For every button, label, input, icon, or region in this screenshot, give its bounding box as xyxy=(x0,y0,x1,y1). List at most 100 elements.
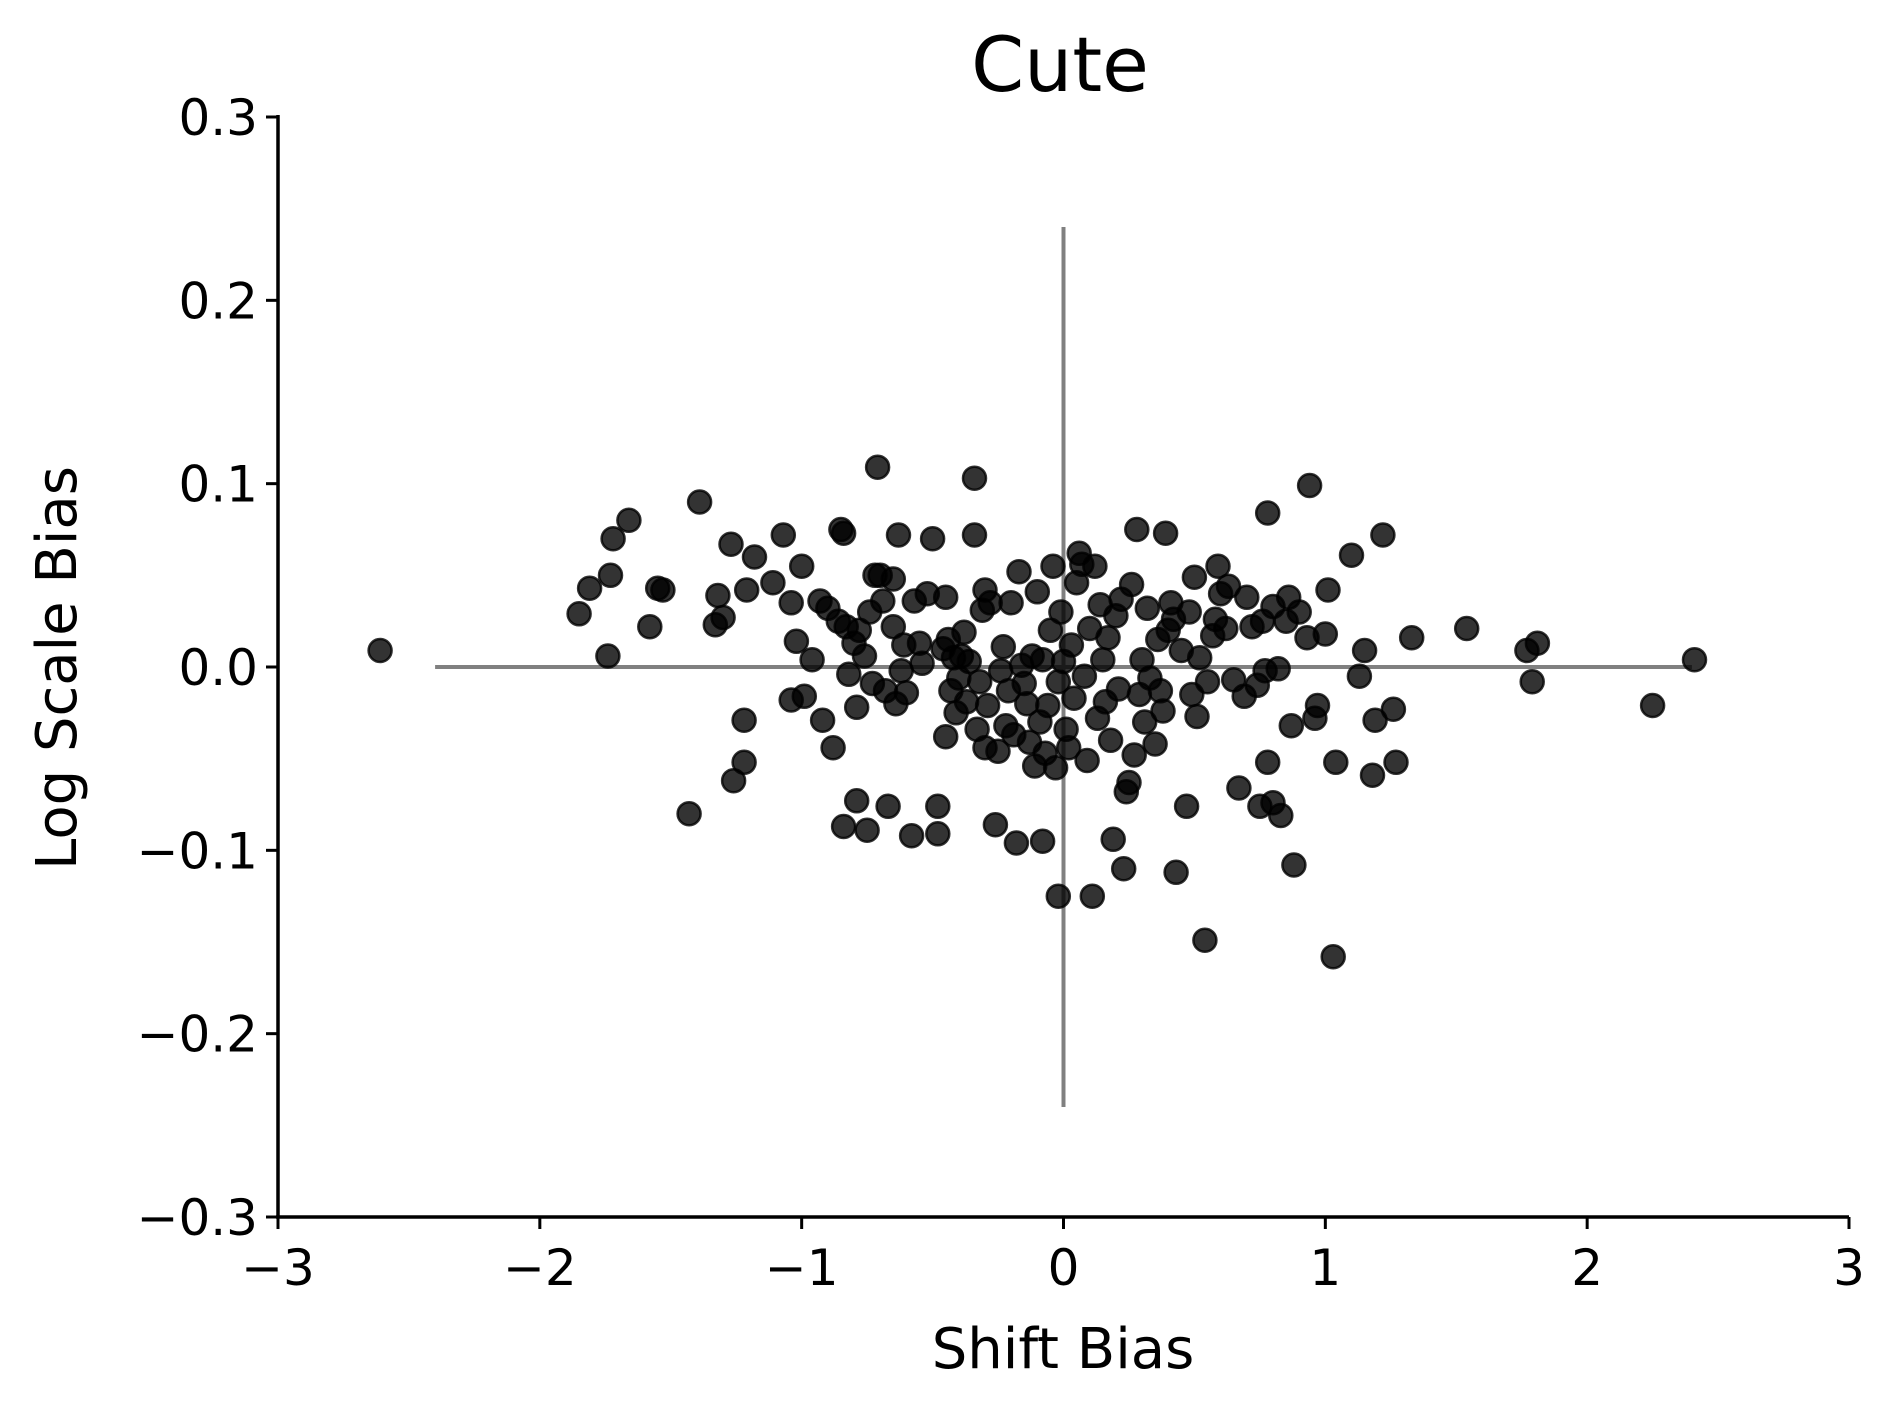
data-point xyxy=(870,588,896,614)
data-point xyxy=(1323,749,1349,776)
data-point xyxy=(1150,698,1176,724)
data-point xyxy=(893,679,920,706)
data-point xyxy=(1265,656,1291,682)
data-point xyxy=(820,734,846,761)
data-point xyxy=(1362,707,1388,733)
data-point xyxy=(888,657,914,684)
data-point xyxy=(731,749,757,776)
data-point xyxy=(1142,731,1168,757)
data-point xyxy=(880,566,907,592)
data-point xyxy=(1278,712,1305,739)
data-point xyxy=(1286,599,1312,625)
data-point xyxy=(1346,663,1373,689)
data-point xyxy=(990,634,1017,660)
data-point xyxy=(788,553,815,579)
data-point xyxy=(367,637,393,664)
data-point xyxy=(851,643,878,669)
data-point xyxy=(1082,553,1108,579)
data-point xyxy=(953,689,980,715)
data-point xyxy=(1254,749,1281,776)
data-point xyxy=(982,811,1009,838)
data-point xyxy=(1192,927,1218,953)
data-point xyxy=(885,522,912,548)
data-point xyxy=(977,590,1003,616)
data-point xyxy=(1281,852,1307,878)
chart-title: Cute xyxy=(971,20,1149,109)
data-point xyxy=(836,661,862,688)
data-points xyxy=(367,454,1708,970)
data-point xyxy=(932,584,959,611)
x-axis-label: Shift Bias xyxy=(932,1317,1195,1382)
data-point xyxy=(1320,943,1346,970)
data-point xyxy=(1058,632,1085,658)
data-point xyxy=(830,813,857,840)
data-point xyxy=(1453,615,1480,642)
data-point xyxy=(1315,577,1341,603)
data-point xyxy=(1519,668,1545,695)
data-point xyxy=(783,628,810,655)
data-point xyxy=(1116,769,1142,796)
data-point xyxy=(1398,624,1425,651)
data-point xyxy=(932,723,959,750)
y-tick-label: −0.3 xyxy=(137,1189,258,1247)
data-point xyxy=(1304,692,1331,719)
data-point xyxy=(1105,676,1132,702)
data-point xyxy=(595,643,621,669)
data-point xyxy=(985,738,1011,765)
data-point xyxy=(1095,624,1121,651)
data-point xyxy=(1071,663,1098,689)
data-point xyxy=(1024,579,1051,605)
data-point xyxy=(961,522,988,548)
data-point xyxy=(898,822,925,849)
data-point xyxy=(576,575,603,601)
data-point xyxy=(1121,742,1147,768)
data-point xyxy=(966,668,993,695)
data-point xyxy=(1213,615,1239,642)
data-point xyxy=(961,465,988,491)
data-point xyxy=(1003,830,1030,856)
data-point xyxy=(1205,553,1231,579)
x-tick-label: −3 xyxy=(241,1239,315,1297)
x-axis-ticks: −3 −2 −1 0 1 2 3 xyxy=(241,1217,1865,1297)
data-point xyxy=(830,520,857,546)
data-point xyxy=(1061,685,1087,711)
data-point xyxy=(1118,571,1145,598)
y-tick-label: 0.1 xyxy=(178,456,258,514)
data-point xyxy=(741,544,768,570)
data-point xyxy=(1194,668,1221,695)
x-tick-label: 0 xyxy=(1048,1239,1080,1297)
data-point xyxy=(1639,692,1666,719)
data-point xyxy=(909,650,935,677)
data-point xyxy=(616,507,642,534)
data-point xyxy=(974,692,1001,719)
data-point xyxy=(854,817,880,843)
data-point xyxy=(799,646,825,673)
y-tick-label: −0.2 xyxy=(137,1006,258,1064)
data-point xyxy=(1055,734,1082,761)
data-point xyxy=(597,562,624,589)
data-point xyxy=(1029,646,1056,673)
data-point xyxy=(600,525,626,552)
data-point xyxy=(1176,599,1202,625)
data-point xyxy=(1152,520,1179,546)
data-point xyxy=(778,590,804,616)
data-point xyxy=(1181,564,1208,590)
data-point xyxy=(1312,621,1339,647)
data-point xyxy=(566,601,592,627)
y-tick-label: −0.1 xyxy=(137,822,258,880)
data-point xyxy=(1268,802,1294,829)
data-point xyxy=(770,522,797,548)
y-axis-label: Log Scale Bias xyxy=(25,466,90,870)
y-tick-label: 0.3 xyxy=(178,89,258,147)
data-point xyxy=(710,604,736,631)
data-point xyxy=(1079,883,1106,909)
data-point xyxy=(650,577,676,603)
data-point xyxy=(925,821,951,847)
data-point xyxy=(637,613,663,640)
data-point xyxy=(1173,793,1200,820)
data-point xyxy=(1351,637,1378,664)
data-point xyxy=(686,489,713,515)
data-point xyxy=(1134,595,1161,622)
data-point xyxy=(791,683,818,710)
